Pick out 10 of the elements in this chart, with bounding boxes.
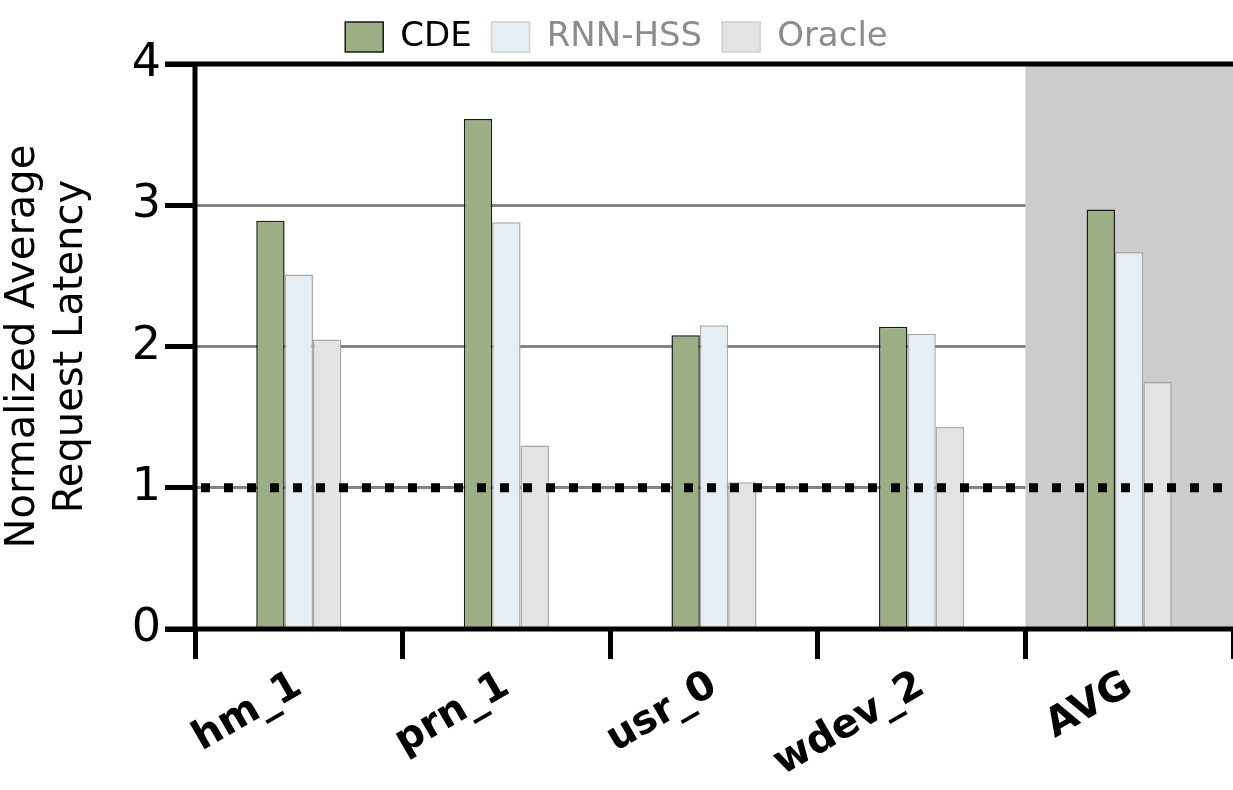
y-axis-title: Normalized Average Request Latency	[0, 144, 92, 549]
x-tick-label: AVG	[1036, 659, 1139, 746]
y-tick-label: 2	[131, 315, 161, 370]
legend-label: RNN-HSS	[546, 13, 703, 54]
legend-label: CDE	[400, 13, 472, 54]
y-tick-label: 3	[131, 174, 161, 229]
y-tick-label: 0	[131, 598, 161, 653]
legend-label: Oracle	[777, 13, 888, 54]
y-tick-label: 4	[131, 32, 161, 87]
y-tick-label: 1	[131, 456, 161, 511]
